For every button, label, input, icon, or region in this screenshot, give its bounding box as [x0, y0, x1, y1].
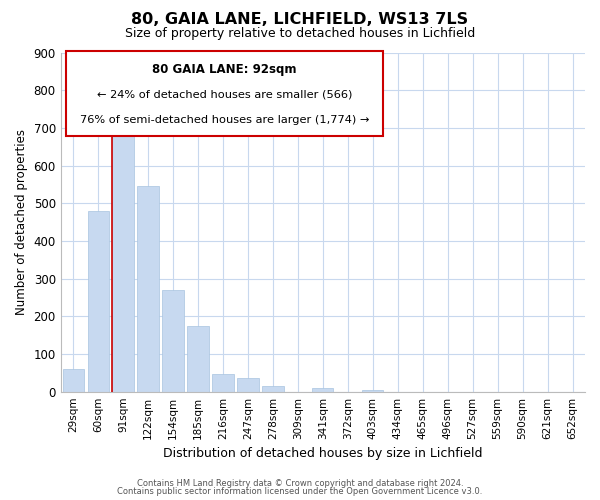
Bar: [112, 120, 134, 392]
Bar: [163, 290, 184, 392]
Text: Contains HM Land Registry data © Crown copyright and database right 2024.: Contains HM Land Registry data © Crown c…: [137, 478, 463, 488]
Bar: [88, 211, 109, 392]
Bar: [62, 369, 84, 392]
Text: Contains public sector information licensed under the Open Government Licence v3: Contains public sector information licen…: [118, 487, 482, 496]
Bar: [262, 386, 284, 392]
Text: 80, GAIA LANE, LICHFIELD, WS13 7LS: 80, GAIA LANE, LICHFIELD, WS13 7LS: [131, 12, 469, 28]
Bar: [187, 326, 209, 392]
Bar: [137, 186, 158, 392]
Text: 76% of semi-detached houses are larger (1,774) →: 76% of semi-detached houses are larger (…: [80, 116, 369, 126]
Text: ← 24% of detached houses are smaller (566): ← 24% of detached houses are smaller (56…: [97, 90, 352, 100]
Bar: [362, 390, 383, 392]
FancyBboxPatch shape: [66, 51, 383, 136]
X-axis label: Distribution of detached houses by size in Lichfield: Distribution of detached houses by size …: [163, 447, 482, 460]
Text: 80 GAIA LANE: 92sqm: 80 GAIA LANE: 92sqm: [152, 63, 297, 76]
Bar: [212, 374, 233, 392]
Bar: [312, 388, 334, 392]
Text: Size of property relative to detached houses in Lichfield: Size of property relative to detached ho…: [125, 28, 475, 40]
Bar: [238, 378, 259, 392]
Y-axis label: Number of detached properties: Number of detached properties: [15, 129, 28, 315]
